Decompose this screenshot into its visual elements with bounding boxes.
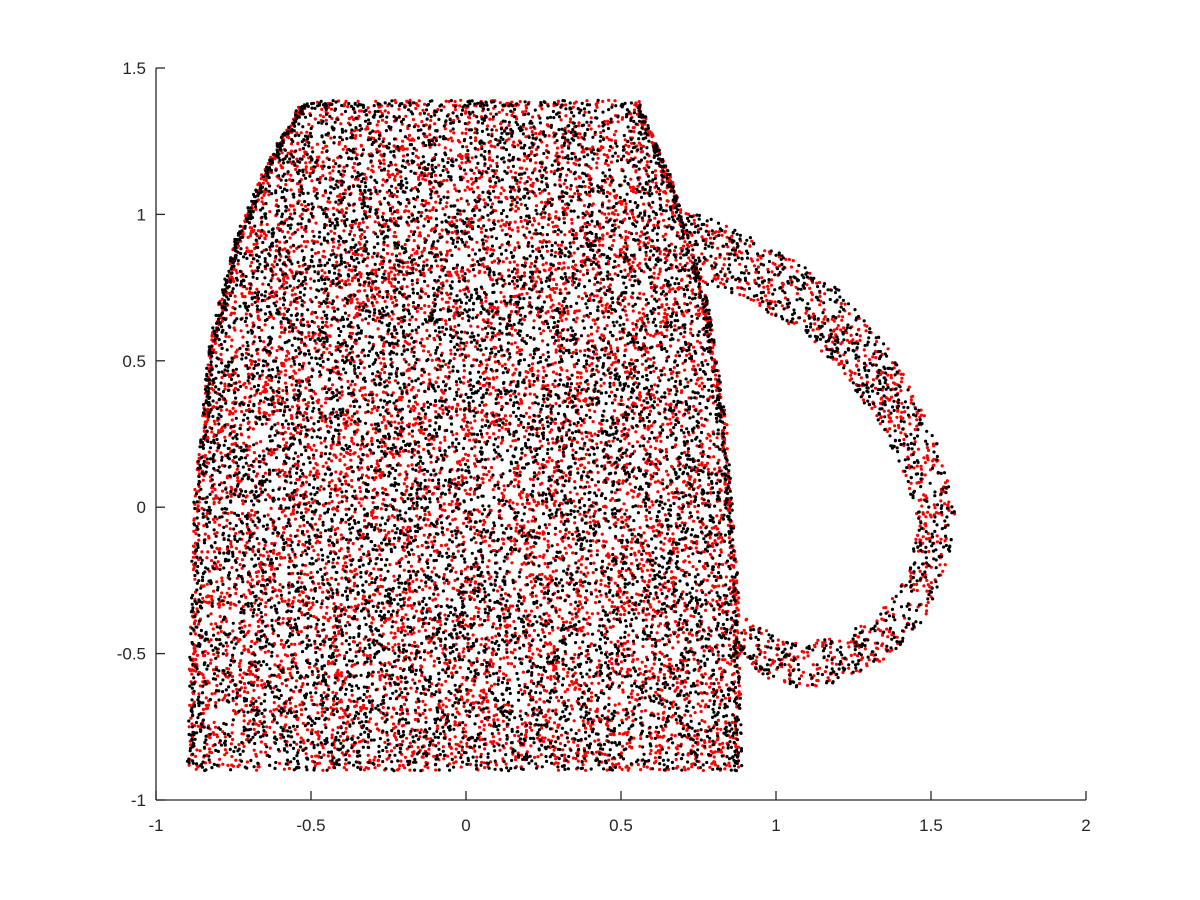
x-tick-label: 1 [771,816,780,835]
y-tick-label: -0.5 [117,645,146,664]
y-ticks: -1 -0.5 0 0.5 1 1.5 [117,59,165,810]
y-tick-label: 1.5 [122,59,146,78]
y-tick-label: 0 [137,498,146,517]
x-tick-label: 0.5 [609,816,633,835]
x-tick-label: 1.5 [919,816,943,835]
x-tick-label: 2 [1081,816,1090,835]
y-tick-label: 0.5 [122,352,146,371]
x-ticks: -1 -0.5 0 0.5 1 1.5 2 [148,791,1091,835]
y-tick-label: -1 [131,791,146,810]
x-tick-label: -0.5 [296,816,325,835]
y-tick-label: 1 [137,205,146,224]
black-point-series [185,98,956,773]
axes: -1 -0.5 0 0.5 1 1.5 2 -1 -0.5 0 0.5 1 1.5 [117,59,1091,835]
x-tick-label: 0 [461,816,470,835]
x-tick-label: -1 [148,816,163,835]
scatter-points [185,98,957,773]
